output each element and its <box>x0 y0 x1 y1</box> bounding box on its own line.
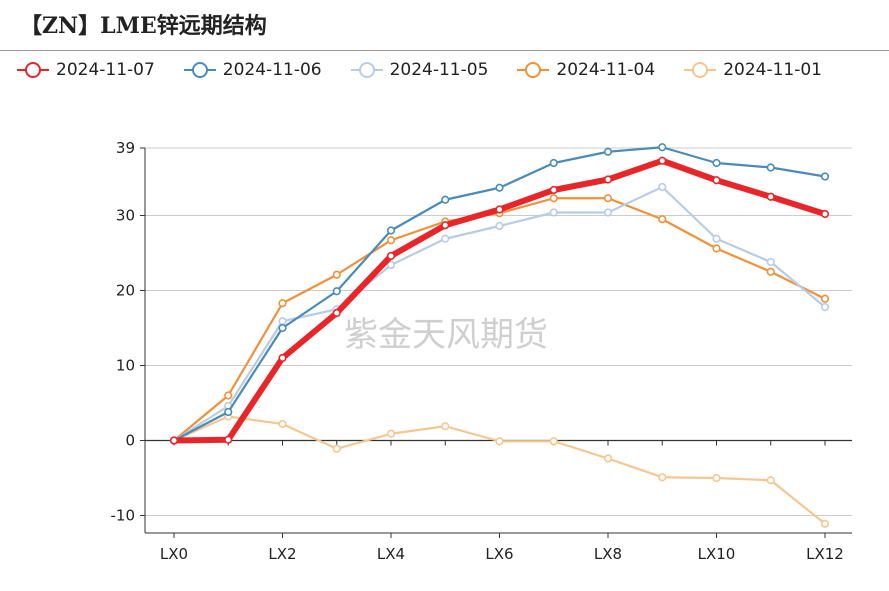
data-point <box>386 226 396 235</box>
y-tick-label: 30 <box>116 207 135 225</box>
data-point <box>278 419 287 429</box>
data-point <box>332 308 341 318</box>
legend-marker-icon <box>183 62 216 78</box>
watermark-text: 紫金天风期货 <box>344 315 548 355</box>
data-point <box>386 260 396 270</box>
data-point <box>766 267 775 276</box>
data-point <box>766 163 775 172</box>
data-point <box>820 172 830 181</box>
series-line <box>172 415 827 525</box>
series-2024-11-07 <box>169 156 830 445</box>
data-point <box>386 236 396 245</box>
data-point <box>278 299 287 308</box>
data-point <box>820 302 830 312</box>
data-point <box>169 436 179 445</box>
x-tick-label: LX12 <box>806 545 844 563</box>
legend-item[interactable]: 2024-11-06 <box>183 60 322 80</box>
x-tick-label: LX2 <box>268 545 296 563</box>
data-point <box>820 519 830 528</box>
data-point <box>441 234 450 243</box>
data-point <box>766 192 775 201</box>
data-point <box>603 147 613 156</box>
data-point <box>820 209 830 219</box>
x-tick-label: LX6 <box>485 545 513 563</box>
data-point <box>712 234 721 243</box>
data-point <box>495 205 504 214</box>
data-point <box>658 156 667 165</box>
data-point <box>332 287 341 296</box>
data-point <box>820 294 830 303</box>
data-point <box>441 195 450 204</box>
data-point <box>658 143 667 152</box>
data-point <box>603 208 613 217</box>
data-point <box>441 221 450 230</box>
legend-marker-icon <box>517 62 550 78</box>
data-point <box>549 208 558 217</box>
data-point <box>766 476 775 485</box>
data-point <box>603 454 613 463</box>
data-point <box>766 257 775 267</box>
data-point <box>278 353 287 363</box>
x-tick-label: LX8 <box>594 545 622 563</box>
y-tick-label: 20 <box>116 282 135 300</box>
legend-marker-icon <box>17 62 49 78</box>
data-point <box>495 437 504 446</box>
data-point <box>495 183 504 192</box>
series-line <box>171 157 828 444</box>
legend-marker-icon <box>350 62 383 78</box>
series-2024-11-05 <box>169 182 830 445</box>
series-lines <box>169 143 830 528</box>
data-point <box>712 176 721 185</box>
data-point <box>386 429 396 438</box>
legend-item[interactable]: 2024-11-01 <box>683 60 822 80</box>
legend-item[interactable]: 2024-11-04 <box>516 60 655 80</box>
legend-label: 2024-11-01 <box>723 60 822 80</box>
data-point <box>278 323 287 333</box>
data-point <box>603 194 613 203</box>
data-point <box>386 251 396 261</box>
axes <box>140 147 852 538</box>
data-point <box>658 215 667 224</box>
legend-item[interactable]: 2024-11-07 <box>16 60 155 80</box>
data-point <box>712 244 721 253</box>
data-point <box>549 185 558 195</box>
legend: 2024-11-07 2024-11-06 2024-11-05 2024-11-04… <box>16 58 850 82</box>
legend-marker-icon <box>684 62 717 78</box>
data-point <box>712 473 721 483</box>
data-point <box>224 391 233 400</box>
data-point <box>658 473 667 482</box>
x-tick-label: LX4 <box>377 545 405 563</box>
data-point <box>712 158 721 168</box>
y-tick-label: -10 <box>111 507 136 525</box>
data-point <box>224 407 233 417</box>
series-2024-11-06 <box>169 143 830 445</box>
data-point <box>332 444 341 453</box>
x-tick-label: LX10 <box>698 545 736 563</box>
data-point <box>224 435 233 444</box>
y-tick-label: 10 <box>116 357 135 375</box>
data-point <box>441 422 450 431</box>
legend-label: 2024-11-06 <box>222 60 322 80</box>
data-point <box>549 158 558 168</box>
data-point <box>603 175 613 184</box>
y-tick-label: 0 <box>125 432 135 450</box>
data-point <box>549 194 558 203</box>
data-point <box>332 270 341 279</box>
x-tick-label: LX0 <box>160 545 188 563</box>
title-divider <box>0 50 889 51</box>
legend-label: 2024-11-07 <box>56 60 155 80</box>
legend-item[interactable]: 2024-11-05 <box>350 60 489 80</box>
tick-labels: -10 0 10 20 30 39 LX0 LX2 LX4 LX6 LX8 LX10 LX12 <box>111 139 844 563</box>
data-point <box>549 437 558 446</box>
grid-lines <box>145 147 852 516</box>
legend-label: 2024-11-04 <box>556 60 656 80</box>
legend-label: 2024-11-05 <box>389 60 489 80</box>
data-point <box>495 221 504 231</box>
data-point <box>658 182 667 192</box>
data-point <box>278 317 287 326</box>
y-tick-label: 39 <box>116 139 135 157</box>
chart-title: 【ZN】LME锌远期结构 <box>20 13 267 39</box>
series-2024-11-01 <box>169 412 830 528</box>
